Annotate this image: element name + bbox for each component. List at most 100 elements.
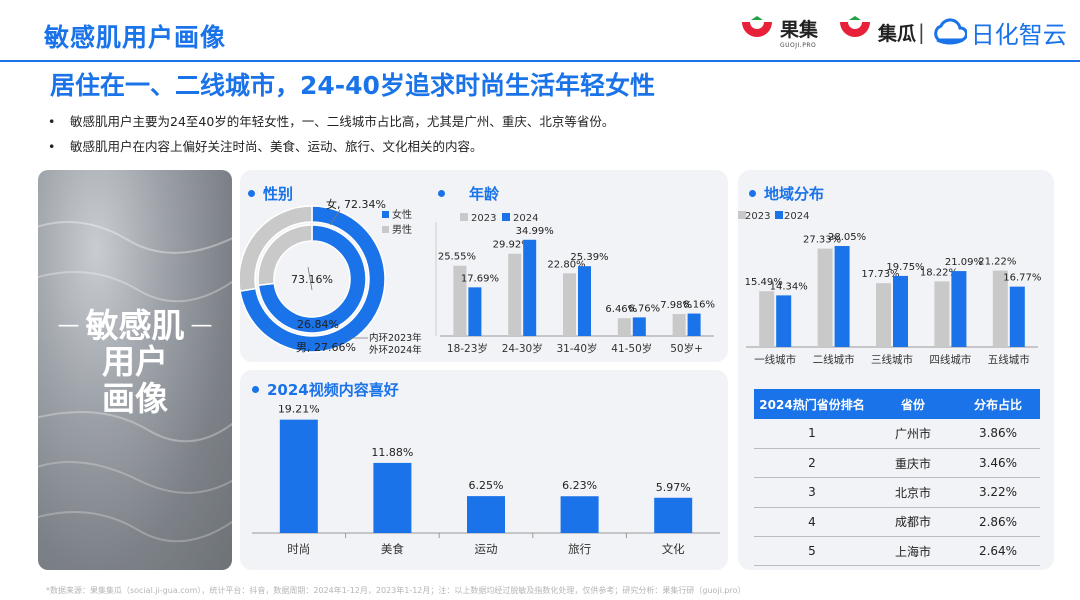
age-category-label: 24-30岁 (502, 342, 543, 355)
leader-line (329, 209, 341, 226)
table-row: 3 北京市 3.22% (754, 477, 1040, 508)
region-value-label: 21.09% (945, 257, 983, 268)
video-title-text: 2024视频内容喜好 (267, 381, 399, 399)
region-bars: 15.49%14.34% 一线城市 27.33%28.05% 二线城市 17.73%19… (745, 232, 1042, 366)
outer-female-label: 女, 72.34% (326, 197, 386, 211)
region-category-label: 三线城市 (871, 353, 913, 366)
rank-cell: 2 (754, 448, 870, 479)
hero-line-3: 画像 (102, 378, 168, 418)
bullet-marker: • (48, 139, 56, 154)
video-category-label: 运动 (475, 542, 498, 556)
legend-male-label: 男性 (392, 223, 412, 236)
region-category-label: 二线城市 (813, 353, 855, 366)
video-value-label: 11.88% (371, 446, 413, 459)
region-category-label: 一线城市 (754, 353, 796, 366)
region-value-label: 27.33% (803, 235, 841, 246)
legend-female-label: 女性 (392, 208, 412, 221)
region-bar-2023 (759, 291, 775, 347)
bullet-text: 敏感肌用户在内容上偏好关注时尚、美食、运动、旅行、文化相关的内容。 (70, 139, 483, 154)
region-title-text: 地域分布 (764, 185, 825, 203)
col-province-header: 省份 (870, 389, 956, 419)
region-value-label: 21.22% (978, 257, 1016, 268)
region-bar-2024 (834, 246, 850, 347)
donut-slice-inner-female (257, 224, 367, 334)
guoji-logo-icon (742, 16, 772, 37)
guoji-logo-text: 果集 (780, 19, 819, 41)
gender-donut-chart: 女性 男性 女, 72.34% 73.16% 26.84% 男, 27.66% … (240, 197, 422, 356)
age-value-label: 22.80% (547, 259, 585, 270)
jigua-logo-icon (840, 16, 870, 37)
legend-2024-label: 2024 (513, 213, 538, 224)
age-value-label: 7.98% (660, 300, 692, 311)
logo-separator: | (918, 20, 925, 44)
guoji-logo-subtext: GUOJI.PRO (780, 42, 817, 49)
age-bar-2024 (468, 287, 482, 336)
age-value-label: 25.55% (438, 252, 476, 263)
age-bar-2023 (672, 314, 686, 336)
col-share-header: 分布占比 (956, 389, 1040, 419)
province-cell: 广州市 (870, 419, 956, 449)
section-dot-icon (252, 386, 259, 393)
inner-female-label: 73.16% (291, 273, 333, 286)
age-category-label: 18-23岁 (447, 342, 488, 355)
age-category-label: 41-50岁 (611, 342, 652, 355)
age-category-label: 31-40岁 (556, 342, 597, 355)
rihua-logo: | 日化智云 (918, 14, 1067, 50)
age-value-label: 29.92% (493, 240, 531, 251)
leader-line (307, 266, 313, 291)
region-value-label: 19.75% (886, 262, 924, 273)
video-category-label: 时尚 (287, 542, 310, 556)
rank-cell: 3 (754, 477, 870, 508)
age-bar-2023 (617, 318, 631, 336)
page-title: 敏感肌用户画像 (44, 23, 227, 52)
video-value-label: 5.97% (656, 481, 691, 494)
region-category-label: 四线城市 (929, 353, 971, 366)
age-bar-2024 (687, 313, 701, 336)
region-bar-2023 (876, 283, 891, 347)
age-bar-2024 (523, 239, 537, 336)
age-bar-2024 (578, 266, 591, 336)
province-table-wrap: 2024热门省份排名 省份 分布占比 1 广州市 3.86% 2 重庆市 3.46% 3… (754, 389, 1040, 567)
province-cell: 上海市 (870, 536, 956, 567)
age-bar-2023 (508, 253, 522, 336)
donut-slice-outer-female (240, 205, 386, 353)
age-section-title: 年龄 (438, 183, 499, 204)
ring-note-inner: 内环2023年 (369, 332, 422, 344)
legend-male-swatch (382, 226, 389, 233)
video-bar (373, 462, 412, 533)
region-section-title: 地域分布 (749, 183, 824, 204)
province-table: 2024热门省份排名 省份 分布占比 1 广州市 3.86% 2 重庆市 3.46% 3… (754, 389, 1040, 567)
region-bar-chart: 2023 2024 15.49%14.34% 一线城市 27.33%28.05% 二线… (738, 211, 1042, 366)
region-bar-2024 (893, 275, 908, 347)
region-bar-2023 (817, 248, 833, 347)
region-value-label: 16.77% (1003, 273, 1041, 284)
video-bar (560, 496, 599, 533)
age-value-label: 34.99% (516, 226, 554, 237)
age-value-label: 17.69% (461, 273, 499, 284)
table-row: 1 广州市 3.86% (754, 419, 1040, 449)
cloud-logo-icon (934, 18, 967, 45)
outer-male-label: 男, 27.66% (296, 341, 356, 354)
bullet-item: • 敏感肌用户在内容上偏好关注时尚、美食、运动、旅行、文化相关的内容。 (48, 136, 483, 155)
video-value-label: 6.25% (469, 479, 504, 492)
region-bar-2024 (776, 295, 792, 347)
donut-rings (240, 205, 386, 353)
section-dot-icon (749, 190, 756, 197)
video-category-label: 美食 (381, 542, 404, 556)
video-value-label: 19.21% (278, 405, 320, 416)
col-rank-header: 2024热门省份排名 (754, 389, 870, 419)
video-section-title: 2024视频内容喜好 (252, 379, 399, 400)
video-bar (654, 497, 693, 533)
section-dot-icon (438, 190, 445, 197)
hero-title: — 敏感肌 — 用户 画像 (38, 307, 232, 418)
legend-2023-swatch (738, 211, 746, 219)
age-value-label: 8.16% (683, 300, 715, 311)
bullet-item: • 敏感肌用户主要为24至40岁的年轻女性，一、二线城市占比高，尤其是广州、重庆、… (48, 111, 614, 130)
region-bar-2024 (951, 271, 967, 347)
rihua-logo-text: 日化智云 (970, 20, 1067, 49)
table-row: 2 重庆市 3.46% (754, 448, 1040, 479)
age-value-label: 6.46% (605, 304, 637, 315)
gender-legend: 女性 男性 (382, 208, 412, 236)
section-dot-icon (248, 190, 255, 197)
age-bar-chart: 2023 2024 25.55% 17.69% 18-23岁 29.92% 34.99%… (435, 213, 715, 355)
